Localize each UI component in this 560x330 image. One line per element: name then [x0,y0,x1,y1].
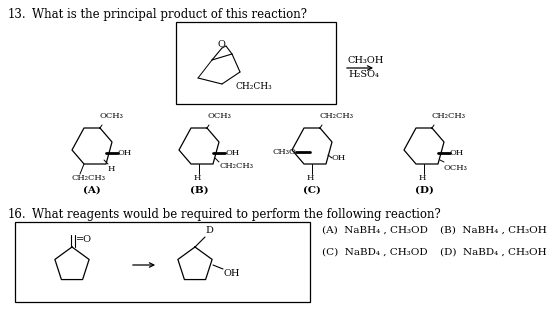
Text: OCH₃: OCH₃ [207,112,231,120]
Text: OH: OH [450,149,464,157]
Text: H: H [306,174,314,182]
Text: OH: OH [225,149,239,157]
Text: CH₂CH₃: CH₂CH₃ [432,112,466,120]
Text: (D): (D) [414,186,433,195]
Text: OH: OH [332,154,346,162]
Text: CH₂CH₃: CH₂CH₃ [219,162,253,170]
Text: =O: =O [76,235,92,244]
Text: OCH₃: OCH₃ [100,112,124,120]
Text: (A)  NaBH₄ , CH₃OD: (A) NaBH₄ , CH₃OD [322,226,428,235]
Text: CH₂CH₃: CH₂CH₃ [72,174,106,182]
Text: OCH₃: OCH₃ [444,164,468,172]
Bar [15,222,310,302]
Text: (C): (C) [303,186,321,195]
Text: CH₃O: CH₃O [272,148,296,156]
Bar [176,22,336,104]
Text: CH₃OH: CH₃OH [348,56,384,65]
Text: 13.: 13. [8,8,27,21]
Text: H: H [193,174,200,182]
Text: OH: OH [118,149,132,157]
Text: (A): (A) [83,186,101,195]
Text: H: H [418,174,426,182]
Text: (B): (B) [190,186,208,195]
Text: (D)  NaBD₄ , CH₃OH: (D) NaBD₄ , CH₃OH [440,248,547,257]
Text: H₂SO₄: H₂SO₄ [348,70,379,79]
Text: CH₂CH₃: CH₂CH₃ [320,112,354,120]
Text: 16.: 16. [8,208,27,221]
Text: D: D [205,226,213,235]
Text: What is the principal product of this reaction?: What is the principal product of this re… [32,8,307,21]
Text: (B)  NaBH₄ , CH₃OH: (B) NaBH₄ , CH₃OH [440,226,547,235]
Text: OH: OH [223,269,240,278]
Text: (C)  NaBD₄ , CH₃OD: (C) NaBD₄ , CH₃OD [322,248,428,257]
Text: CH₂CH₃: CH₂CH₃ [236,82,273,91]
Text: O: O [217,40,225,49]
Text: H: H [108,165,115,173]
Text: What reagents would be required to perform the following reaction?: What reagents would be required to perfo… [32,208,441,221]
